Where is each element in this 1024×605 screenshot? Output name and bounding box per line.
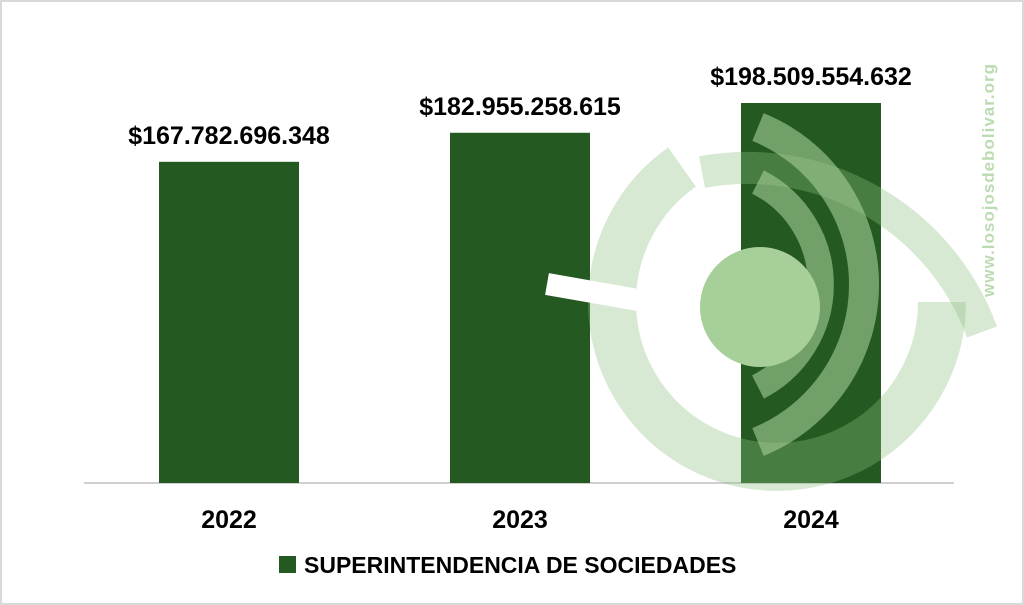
tick-label-2023: 2023 bbox=[492, 506, 548, 534]
legend-swatch bbox=[279, 556, 296, 573]
legend: SUPERINTENDENCIA DE SOCIEDADES bbox=[279, 552, 736, 578]
bar-2023 bbox=[450, 132, 590, 483]
data-label-2024: $198.509.554.632 bbox=[710, 63, 912, 91]
watermark-url-text: www.losojosdebolivar.org bbox=[979, 63, 998, 298]
bar-2022 bbox=[159, 161, 299, 483]
tick-label-2022: 2022 bbox=[201, 506, 257, 534]
tick-label-2024: 2024 bbox=[783, 506, 839, 534]
data-label-2022: $167.782.696.348 bbox=[128, 122, 330, 150]
watermark-logo-icon bbox=[545, 113, 998, 491]
data-label-2023: $182.955.258.615 bbox=[419, 93, 621, 121]
legend-label: SUPERINTENDENCIA DE SOCIEDADES bbox=[304, 552, 736, 578]
